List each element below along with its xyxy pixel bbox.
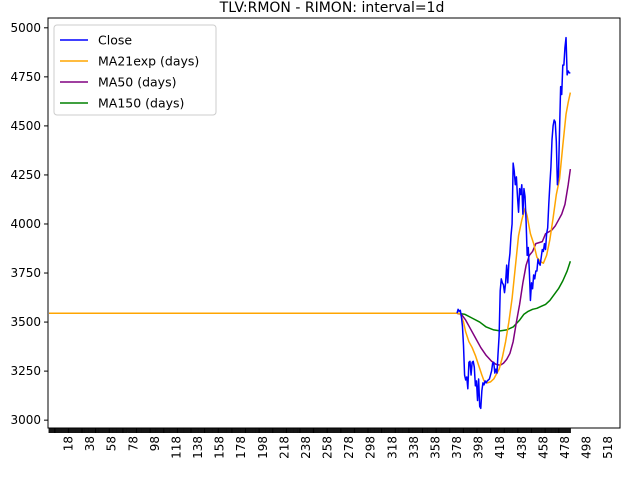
legend-box	[53, 24, 217, 116]
x-tick-label-18: 378	[450, 436, 464, 459]
x-tick-label-24: 498	[580, 436, 594, 459]
x-tick-label-10: 218	[277, 436, 291, 459]
series-line-0	[456, 36, 571, 410]
x-tick-label-14: 298	[364, 436, 378, 459]
x-minor-ticks	[48, 428, 571, 433]
y-tick-label-7: 4750	[10, 70, 41, 84]
x-tick-label-22: 458	[536, 436, 550, 459]
x-tick-label-13: 278	[342, 436, 356, 459]
series-layer	[49, 36, 572, 410]
y-tick-label-8: 5000	[10, 21, 41, 35]
y-tick-label-0: 3000	[10, 413, 41, 427]
y-tick-label-4: 4000	[10, 217, 41, 231]
x-tick-label-12: 258	[321, 436, 335, 459]
legend-label-3: MA150 (days)	[98, 96, 184, 111]
plot-area: 3000 3250 3500 3750 4000 4250 4500 4750 5000 18 3…	[10, 17, 621, 459]
x-tick-label-11: 238	[299, 436, 313, 459]
x-tick-label-0: 18	[62, 436, 76, 451]
x-tick-label-25: 518	[601, 436, 615, 459]
x-tick-label-3: 78	[126, 436, 140, 451]
legend-label-0: Close	[98, 33, 132, 48]
x-axis: 18 38 58 78 98 118 138 158 178 198 218 238 258 278 298…	[48, 428, 615, 459]
x-tick-label-4: 98	[148, 436, 162, 451]
x-tick-label-20: 418	[493, 436, 507, 459]
y-tick-label-6: 4500	[10, 119, 41, 133]
x-tick-label-17: 358	[428, 436, 442, 459]
x-tick-label-21: 438	[515, 436, 529, 459]
x-tick-label-2: 58	[105, 436, 119, 451]
y-axis: 3000 3250 3500 3750 4000 4250 4500 4750 5000	[10, 21, 48, 427]
series-line-1	[49, 92, 572, 384]
y-tick-label-1: 3250	[10, 364, 41, 378]
x-tick-label-5: 118	[169, 436, 183, 459]
legend: Close MA21exp (days) MA50 (days) MA150 (day…	[53, 24, 217, 116]
legend-label-1: MA21exp (days)	[98, 54, 199, 69]
y-tick-label-3: 3750	[10, 266, 41, 280]
x-tick-label-7: 158	[213, 436, 227, 459]
x-tick-label-1: 38	[83, 436, 97, 451]
y-tick-label-2: 3500	[10, 315, 41, 329]
x-tick-label-15: 318	[385, 436, 399, 459]
x-tick-label-8: 178	[234, 436, 248, 459]
chart-title: TLV:RMON - RIMON: interval=1d	[219, 0, 445, 16]
x-tick-label-16: 338	[407, 436, 421, 459]
x-tick-label-23: 478	[558, 436, 572, 459]
legend-label-2: MA50 (days)	[98, 75, 176, 90]
x-tick-label-9: 198	[256, 436, 270, 459]
x-tick-label-19: 398	[472, 436, 486, 459]
x-tick-label-6: 138	[191, 436, 205, 459]
y-tick-label-5: 4250	[10, 168, 41, 182]
